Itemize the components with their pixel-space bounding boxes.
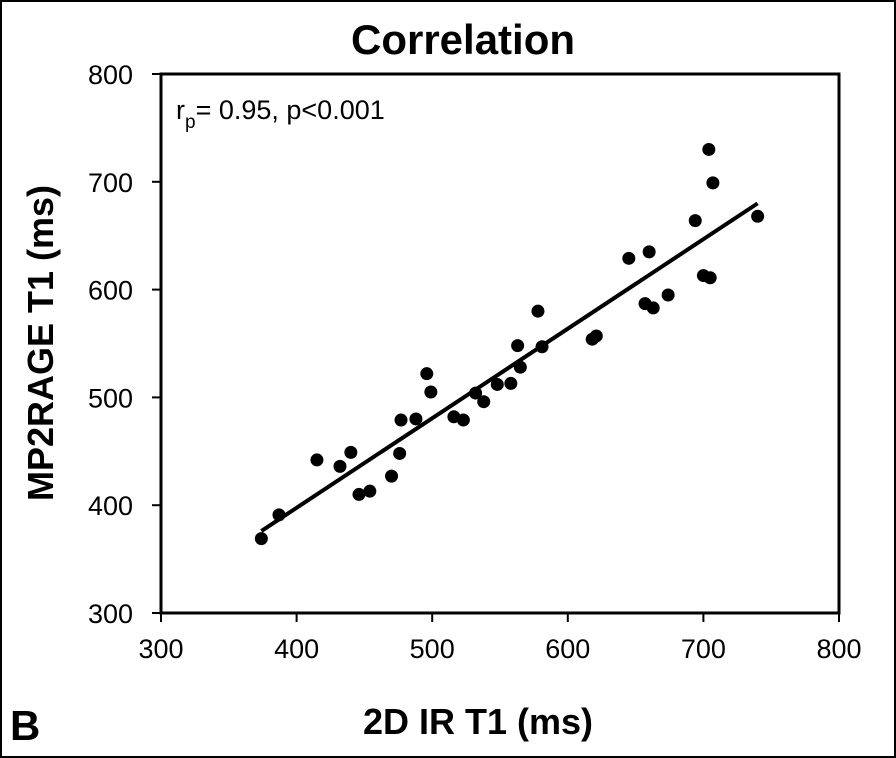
data-point xyxy=(688,214,702,228)
data-point xyxy=(703,271,717,285)
data-point xyxy=(394,413,408,427)
data-point xyxy=(456,413,470,427)
y-tick-label: 500 xyxy=(88,383,133,413)
data-point xyxy=(477,395,491,409)
data-point xyxy=(622,251,636,265)
plot-area xyxy=(159,72,841,615)
x-tick-label: 300 xyxy=(138,634,183,664)
data-point xyxy=(409,412,423,426)
data-point xyxy=(642,245,656,259)
data-point xyxy=(424,385,438,399)
data-point xyxy=(393,446,407,460)
data-point xyxy=(310,453,324,467)
data-point xyxy=(333,459,347,473)
data-point xyxy=(490,377,504,391)
chart-title: Correlation xyxy=(351,16,575,63)
data-point xyxy=(511,339,525,353)
y-tick-label: 600 xyxy=(88,276,133,306)
y-tick-label: 700 xyxy=(88,168,133,198)
x-tick-label: 600 xyxy=(545,634,590,664)
y-axis-label: MP2RAGE T1 (ms) xyxy=(20,185,61,501)
annotation-text: = 0.95, p<0.001 xyxy=(196,95,385,125)
y-tick-label: 400 xyxy=(88,491,133,521)
data-point xyxy=(661,288,675,302)
data-point xyxy=(504,376,518,390)
data-point xyxy=(420,367,434,381)
data-point xyxy=(363,484,377,498)
data-point xyxy=(535,340,549,354)
x-tick-label: 500 xyxy=(410,634,455,664)
annotation-subscript: p xyxy=(185,112,196,133)
y-axis-ticks: 300 400 500 600 700 800 xyxy=(88,60,161,629)
data-point xyxy=(646,301,660,315)
data-point xyxy=(531,304,545,318)
annotation-prefix: r xyxy=(176,95,185,125)
data-point xyxy=(751,209,765,223)
data-point xyxy=(385,469,399,483)
data-point xyxy=(469,386,483,400)
data-point xyxy=(706,176,720,190)
data-point xyxy=(272,508,286,522)
data-point xyxy=(344,445,358,459)
data-point xyxy=(513,360,527,374)
x-axis-label: 2D IR T1 (ms) xyxy=(363,701,593,742)
regression-line xyxy=(260,201,759,533)
data-point xyxy=(254,532,268,546)
panel-label: B xyxy=(10,702,40,749)
y-tick-label: 800 xyxy=(88,60,133,90)
x-tick-label: 700 xyxy=(681,634,726,664)
x-axis-ticks: 300 400 500 600 700 800 xyxy=(138,613,862,664)
data-points xyxy=(254,142,765,546)
x-tick-label: 400 xyxy=(274,634,319,664)
y-tick-label: 300 xyxy=(88,599,133,629)
data-point xyxy=(352,487,366,501)
correlation-annotation: rp= 0.95, p<0.001 xyxy=(176,95,385,133)
data-point xyxy=(589,329,603,343)
x-tick-label: 800 xyxy=(816,634,861,664)
data-point xyxy=(702,142,716,156)
